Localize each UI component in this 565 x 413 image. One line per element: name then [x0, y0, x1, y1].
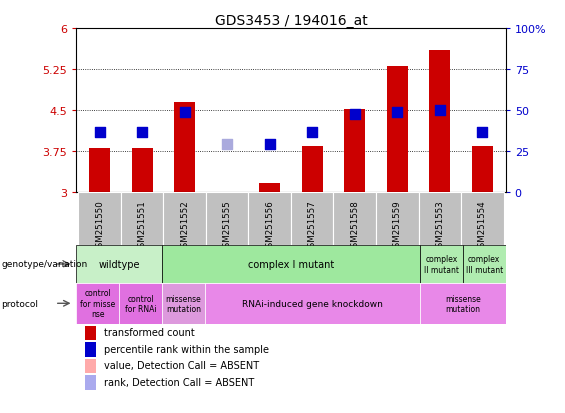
Bar	[85, 375, 95, 390]
Bar	[79, 192, 121, 246]
Text: wildtype: wildtype	[98, 259, 140, 269]
Bar	[76, 246, 162, 283]
Text: GSM251558: GSM251558	[350, 200, 359, 253]
Bar	[259, 184, 280, 192]
Bar	[162, 246, 420, 283]
Text: GSM251556: GSM251556	[265, 200, 274, 253]
Text: complex I mutant: complex I mutant	[248, 259, 334, 269]
Bar	[206, 192, 249, 246]
Text: GSM251554: GSM251554	[478, 200, 487, 253]
Bar	[76, 283, 119, 324]
Text: GSM251553: GSM251553	[435, 200, 444, 253]
Point	[308, 129, 317, 135]
Bar	[89, 149, 110, 192]
Text: rank, Detection Call = ABSENT: rank, Detection Call = ABSENT	[104, 377, 254, 387]
Bar	[419, 192, 461, 246]
Point	[138, 129, 147, 135]
Title: GDS3453 / 194016_at: GDS3453 / 194016_at	[215, 14, 367, 28]
Text: protocol: protocol	[1, 299, 38, 308]
Bar	[333, 192, 376, 246]
Text: GSM251557: GSM251557	[308, 200, 317, 253]
Point	[393, 110, 402, 116]
Point	[180, 110, 189, 116]
Text: transformed count: transformed count	[104, 328, 195, 337]
Text: GSM251551: GSM251551	[138, 200, 147, 253]
Point	[265, 141, 274, 148]
Bar	[121, 192, 163, 246]
Bar	[302, 147, 323, 192]
Text: missense
mutation: missense mutation	[166, 294, 202, 313]
Text: GSM251550: GSM251550	[95, 200, 104, 253]
Point	[95, 129, 104, 135]
Bar	[162, 283, 205, 324]
Bar	[205, 283, 420, 324]
Text: GSM251552: GSM251552	[180, 200, 189, 253]
Bar	[249, 192, 291, 246]
Bar	[376, 192, 419, 246]
Point	[350, 112, 359, 118]
Text: control
for RNAi: control for RNAi	[125, 294, 157, 313]
Bar	[291, 192, 333, 246]
Bar	[420, 246, 463, 283]
Bar	[174, 102, 195, 192]
Bar	[429, 51, 450, 192]
Bar	[163, 192, 206, 246]
Bar	[344, 109, 366, 192]
Bar	[386, 67, 408, 192]
Point	[223, 141, 232, 148]
Bar	[85, 342, 95, 357]
Bar	[119, 283, 162, 324]
Text: complex
II mutant: complex II mutant	[424, 255, 459, 274]
Text: value, Detection Call = ABSENT: value, Detection Call = ABSENT	[104, 361, 259, 370]
Text: genotype/variation: genotype/variation	[1, 260, 88, 269]
Point	[435, 107, 444, 114]
Text: control
for misse
nse: control for misse nse	[80, 289, 115, 318]
Bar	[461, 192, 503, 246]
Text: percentile rank within the sample: percentile rank within the sample	[104, 344, 269, 354]
Bar	[132, 149, 153, 192]
Bar	[463, 246, 506, 283]
Text: missense
mutation: missense mutation	[445, 294, 481, 313]
Bar	[85, 359, 95, 373]
Point	[478, 129, 487, 135]
Text: GSM251555: GSM251555	[223, 200, 232, 253]
Text: GSM251559: GSM251559	[393, 200, 402, 253]
Bar	[420, 283, 506, 324]
Bar	[85, 326, 95, 340]
Text: complex
III mutant: complex III mutant	[466, 255, 503, 274]
Bar	[472, 147, 493, 192]
Text: RNAi-induced gene knockdown: RNAi-induced gene knockdown	[242, 299, 383, 308]
